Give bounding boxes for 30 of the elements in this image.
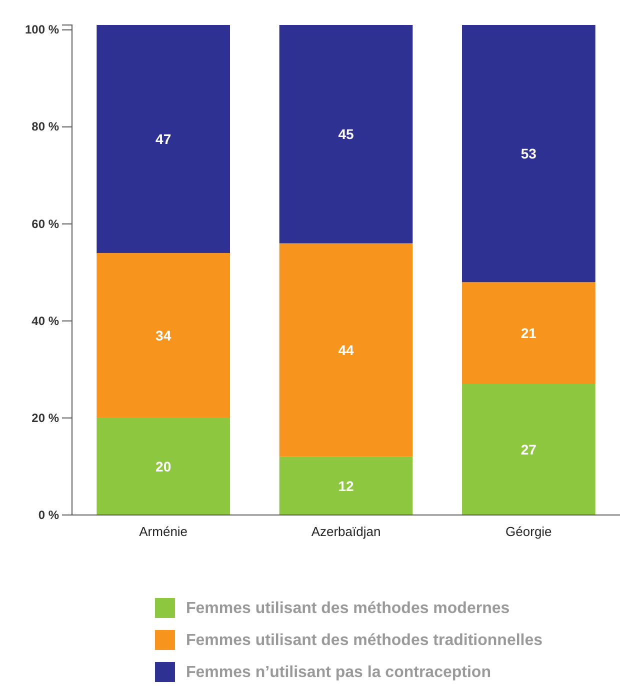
y-tick-label: 40 %	[32, 314, 60, 328]
bar	[96, 418, 230, 515]
y-tick-label: 100 %	[24, 22, 60, 37]
y-tick-label: 0 %	[38, 508, 60, 522]
x-tick-label: Géorgie	[506, 524, 552, 540]
bar	[96, 253, 230, 418]
bar	[279, 243, 413, 457]
x-tick-label: Azerbaïdjan	[311, 524, 381, 540]
data-label: 53	[520, 145, 537, 162]
legend-label: Femmes utilisant des méthodes traditionnelles	[186, 632, 543, 649]
data-label: 27	[520, 441, 537, 458]
data-label: 45	[338, 126, 354, 142]
bar	[462, 282, 596, 384]
data-label: 21	[520, 324, 537, 341]
bar	[96, 25, 230, 254]
data-label: 12	[338, 478, 354, 494]
legend-label: Femmes n’utilisant pas la contraception	[186, 664, 491, 681]
bar	[279, 456, 413, 515]
bar	[462, 384, 596, 515]
x-tick-label: Arménie	[139, 524, 188, 540]
legend-label: Femmes utilisant des méthodes modernes	[186, 600, 510, 617]
data-label: 44	[338, 342, 354, 358]
data-label: 34	[156, 327, 172, 344]
bar	[462, 25, 596, 282]
data-label: 47	[156, 130, 172, 147]
y-tick-label: 80 %	[32, 120, 60, 134]
y-tick-label: 60 %	[32, 216, 60, 231]
data-label: 20	[156, 458, 172, 474]
bar	[279, 25, 413, 244]
y-tick-label: 20 %	[32, 410, 60, 425]
